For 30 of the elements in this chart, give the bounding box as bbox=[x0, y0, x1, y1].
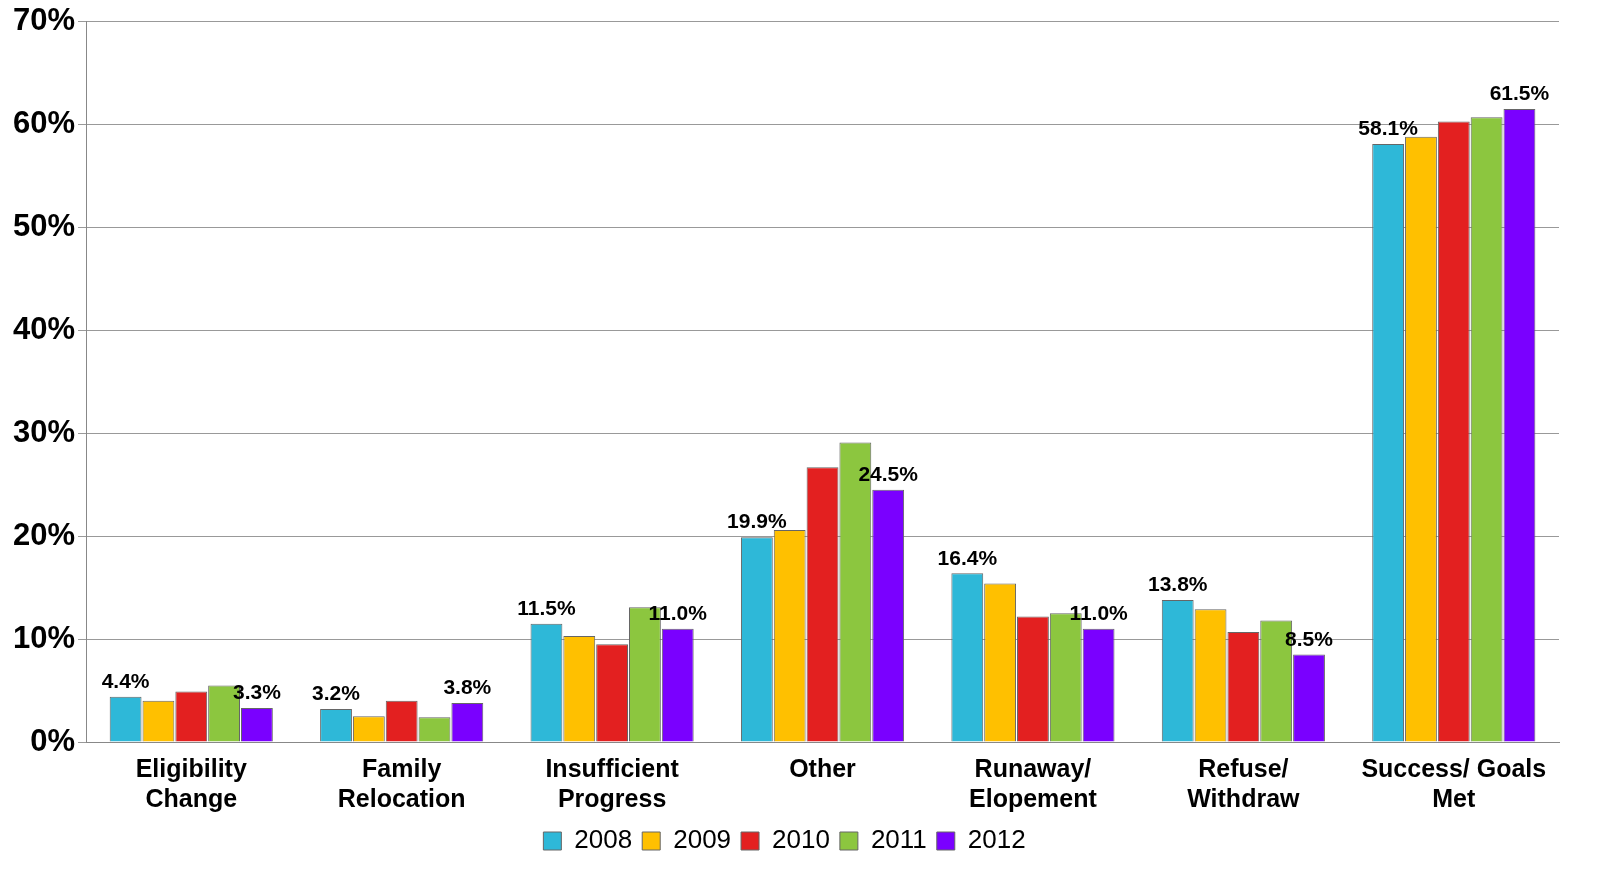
x-tick-label: Runaway/ Elopement bbox=[969, 753, 1098, 812]
x-tick-label: Refuse/ Withdraw bbox=[1187, 753, 1301, 812]
data-label: 11.5% bbox=[517, 595, 576, 619]
y-tick-label: 70% bbox=[13, 2, 76, 38]
x-tick-label: Success/ Goals Met bbox=[1361, 753, 1547, 812]
y-tick-label: 60% bbox=[13, 105, 76, 141]
y-tick-label: 0% bbox=[30, 722, 76, 758]
legend-label: 2012 bbox=[967, 824, 1026, 855]
y-tick-label: 30% bbox=[13, 413, 76, 449]
data-label: 3.2% bbox=[312, 681, 361, 705]
legend-label: 2009 bbox=[673, 824, 732, 855]
data-label: 11.0% bbox=[1069, 601, 1129, 625]
legend-label: 2008 bbox=[574, 824, 633, 855]
y-tick-label: 40% bbox=[13, 310, 76, 346]
data-label: 61.5% bbox=[1489, 81, 1550, 105]
y-tick-label: 20% bbox=[13, 516, 76, 552]
data-label: 13.8% bbox=[1147, 572, 1208, 596]
data-label: 19.9% bbox=[727, 509, 787, 533]
x-tick-label: Other bbox=[789, 753, 857, 782]
legend-label: 2010 bbox=[772, 824, 830, 855]
y-tick-label: 10% bbox=[13, 619, 76, 655]
x-tick-label: Family Relocation bbox=[337, 753, 466, 812]
legend-label: 2011 bbox=[870, 824, 927, 855]
data-label: 58.1% bbox=[1358, 116, 1419, 140]
data-label: 16.4% bbox=[937, 545, 998, 569]
y-tick-label: 50% bbox=[13, 207, 76, 243]
data-label: 3.8% bbox=[443, 675, 492, 699]
x-tick-label: Insufficient Progress bbox=[545, 753, 680, 812]
x-tick-label: Eligibility Change bbox=[135, 753, 247, 812]
data-label: 4.4% bbox=[101, 669, 150, 693]
